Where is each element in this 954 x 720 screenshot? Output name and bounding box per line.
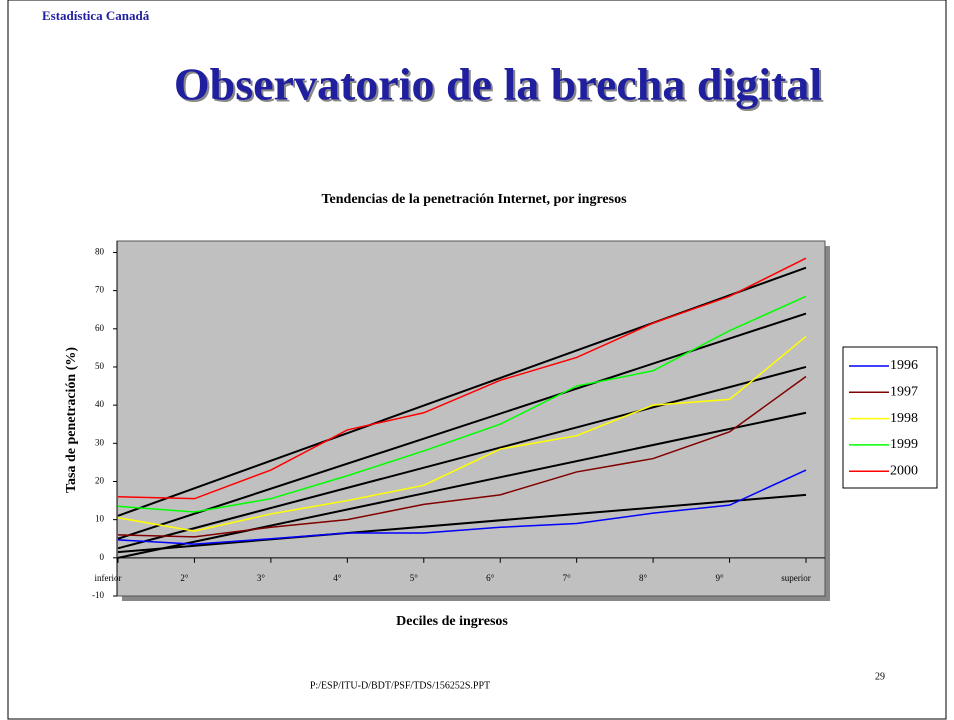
chart-title: Tendencias de la penetración Internet, p… bbox=[321, 192, 627, 207]
x-axis-label: Deciles de ingresos bbox=[396, 614, 508, 629]
legend-label: 1999 bbox=[890, 437, 918, 452]
y-tick-label: 60 bbox=[95, 323, 105, 333]
series-line bbox=[117, 375, 807, 538]
x-tick-label: 2° bbox=[180, 573, 189, 583]
header: Estadística Canadá bbox=[42, 8, 150, 23]
legend-label: 2000 bbox=[890, 463, 918, 478]
y-tick-label: 10 bbox=[95, 514, 105, 524]
x-tick-label: 9° bbox=[716, 573, 725, 583]
x-tick-label: superior bbox=[781, 573, 811, 583]
slide-border bbox=[7, 0, 947, 720]
x-tick-label: 8° bbox=[639, 573, 648, 583]
trend-line bbox=[117, 366, 807, 550]
y-tick-label: 0 bbox=[100, 552, 105, 562]
y-tick-label: 80 bbox=[95, 247, 105, 257]
y-tick-label: 50 bbox=[95, 361, 105, 371]
footer: P:/ESP/ITU-D/BDT/PSF/TDS/156252S.PPT bbox=[310, 680, 490, 691]
y-tick-label: 70 bbox=[95, 285, 105, 295]
series-line bbox=[117, 469, 807, 545]
legend-box bbox=[842, 346, 938, 489]
series-line bbox=[117, 295, 807, 513]
trend-line bbox=[117, 493, 807, 554]
series-line bbox=[117, 257, 807, 500]
legend-label: 1996 bbox=[890, 358, 918, 373]
page-number: 29 bbox=[875, 671, 885, 682]
x-tick-label: 5° bbox=[410, 573, 419, 583]
y-tick-label: 20 bbox=[95, 476, 105, 486]
legend-label: 1997 bbox=[890, 385, 918, 400]
y-tick-label: -10 bbox=[92, 590, 104, 600]
plot-area bbox=[116, 240, 826, 597]
y-tick-label: 30 bbox=[95, 437, 105, 447]
x-tick-label: 3° bbox=[257, 573, 266, 583]
x-tick-label: inferior bbox=[95, 573, 122, 583]
y-axis-label: Tasa de penetración (%) bbox=[64, 347, 79, 493]
slide-title-shadow: Observatorio de la brecha digital bbox=[176, 61, 824, 112]
x-tick-label: 4° bbox=[333, 573, 342, 583]
y-tick-label: 40 bbox=[95, 399, 105, 409]
x-tick-label: 6° bbox=[486, 573, 495, 583]
x-tick-label: 7° bbox=[563, 573, 572, 583]
slide-title: Observatorio de la brecha digital bbox=[174, 59, 822, 110]
series-line bbox=[117, 335, 807, 532]
legend-label: 1998 bbox=[890, 411, 918, 426]
trend-line bbox=[117, 411, 807, 559]
